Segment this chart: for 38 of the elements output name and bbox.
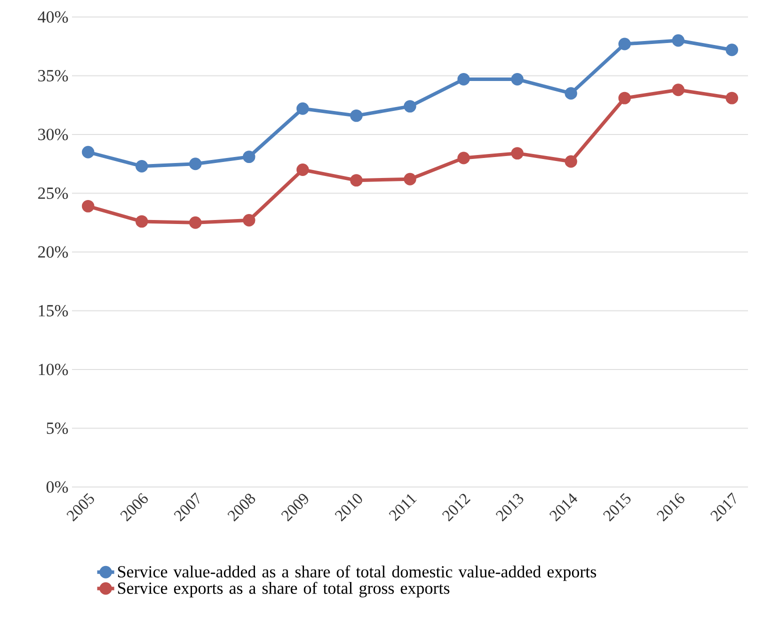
- point: [189, 216, 202, 229]
- point: [350, 109, 363, 122]
- point: [189, 158, 202, 170]
- point: [618, 92, 631, 104]
- y-tick-label: 5%: [46, 422, 68, 434]
- y-tick-label: 35%: [38, 70, 68, 82]
- point: [511, 73, 524, 86]
- point: [511, 147, 524, 160]
- y-tick-label: 20%: [38, 246, 68, 258]
- point: [564, 155, 578, 168]
- legend-label: Service exports as a share of total gross exports: [118, 582, 450, 598]
- point: [672, 34, 684, 47]
- legend-label: Service value-added as a share of total domestic value-added exports: [118, 565, 596, 581]
- y-tick-label: 30%: [38, 128, 68, 140]
- point: [82, 146, 94, 158]
- point: [296, 102, 309, 115]
- point: [726, 92, 738, 104]
- point: [618, 38, 631, 50]
- point: [672, 84, 684, 96]
- y-tick-label: 15%: [38, 305, 68, 316]
- point: [242, 150, 256, 164]
- point: [564, 87, 578, 100]
- point: [726, 44, 738, 56]
- y-tick-label: 40%: [38, 11, 68, 23]
- point: [457, 152, 470, 164]
- point: [404, 172, 416, 186]
- y-tick-label: 0%: [46, 481, 68, 493]
- y-tick-label: 10%: [38, 364, 68, 376]
- point: [296, 164, 309, 176]
- point: [457, 73, 470, 86]
- point: [136, 160, 148, 172]
- point: [404, 100, 416, 113]
- y-tick-label: 25%: [38, 188, 68, 199]
- x-tick-label: 2011: [388, 494, 417, 522]
- point: [136, 215, 148, 228]
- point: [350, 174, 363, 187]
- point: [242, 214, 256, 227]
- point: [82, 200, 94, 212]
